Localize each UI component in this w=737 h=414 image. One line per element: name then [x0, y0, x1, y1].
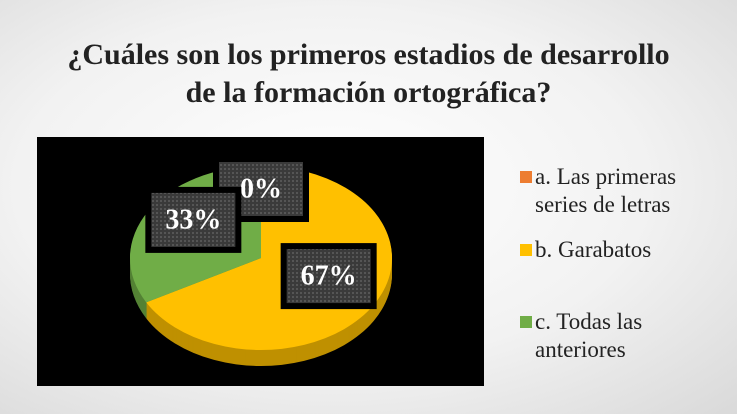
data-label-box: [280, 243, 377, 310]
legend-swatch: [520, 171, 532, 183]
legend-swatch: [520, 316, 532, 328]
data-label-box: [145, 186, 242, 253]
chart-title: ¿Cuáles son los primeros estadios de des…: [67, 38, 670, 109]
legend-label: a. Las primeras series de letras: [535, 164, 677, 217]
legend-swatch: [520, 244, 532, 256]
legend-label: c. Todas las anteriores: [535, 309, 643, 362]
data-label: 67%: [301, 261, 357, 292]
legend-item: b. Garabatos: [520, 236, 710, 264]
legend-item: a. Las primeras series de letras: [520, 163, 710, 219]
data-label: 33%: [165, 204, 221, 235]
data-label: 0%: [240, 173, 282, 204]
data-labels: 0% 67% 33%: [145, 156, 377, 310]
legend-item: c. Todas las anteriores: [520, 308, 710, 364]
legend-label: b. Garabatos: [535, 237, 652, 262]
